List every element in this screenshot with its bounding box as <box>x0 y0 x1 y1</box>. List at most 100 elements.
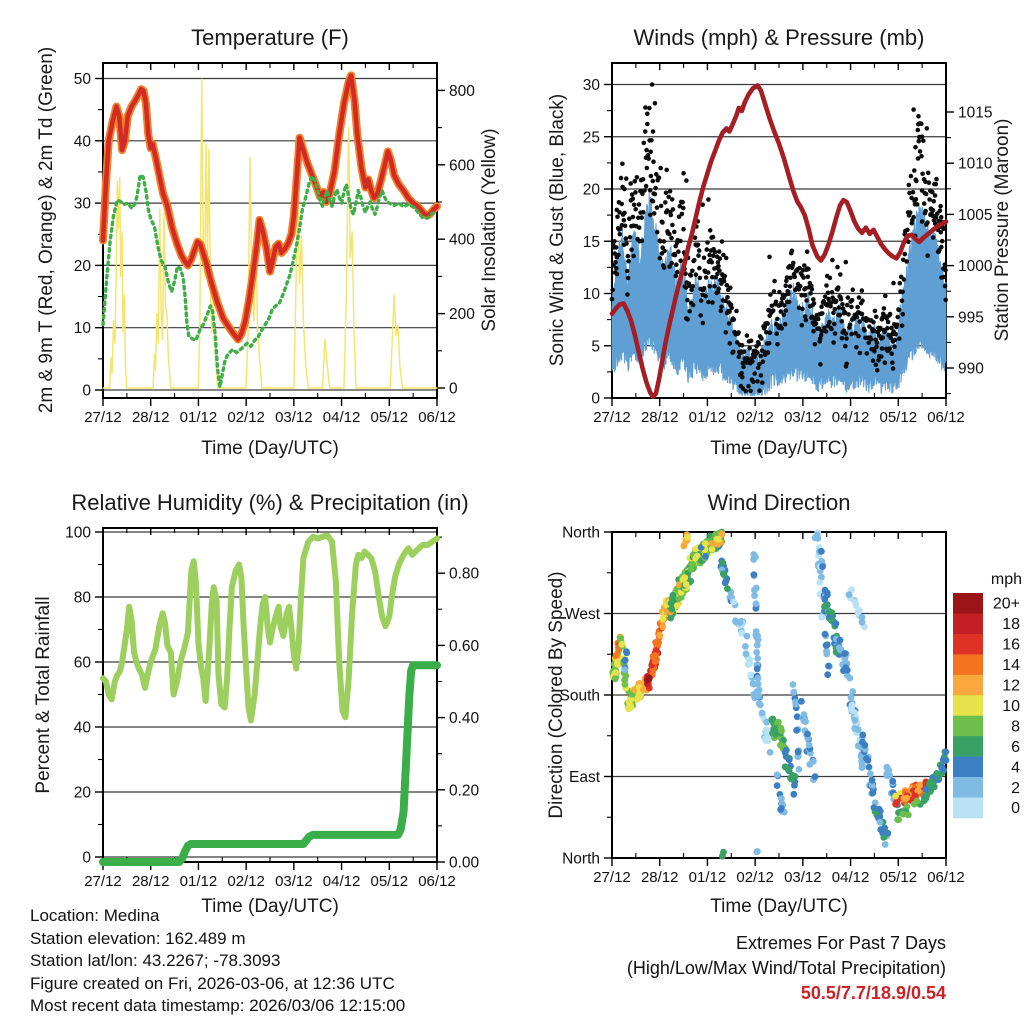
humidity-precip-axes: 27/12 28/12 01/12 02/12 03/12 04/12 05/12 06/12… <box>65 525 479 891</box>
svg-text:01/12: 01/12 <box>689 869 727 886</box>
footer-latlon: Station lat/lon: 43.2267; -78.3093 <box>30 951 281 970</box>
svg-text:0.40: 0.40 <box>449 710 480 727</box>
svg-text:800: 800 <box>449 83 475 100</box>
svg-text:05/12: 05/12 <box>880 869 918 886</box>
svg-text:200: 200 <box>449 306 475 323</box>
svg-text:80: 80 <box>74 590 92 607</box>
svg-text:14: 14 <box>1002 657 1020 674</box>
svg-text:05/12: 05/12 <box>880 409 918 426</box>
svg-text:01/12: 01/12 <box>689 409 727 426</box>
svg-text:03/12: 03/12 <box>784 869 822 886</box>
svg-text:40: 40 <box>74 720 92 737</box>
temp-2m-line <box>100 73 440 342</box>
svg-text:28/12: 28/12 <box>132 873 170 890</box>
svg-text:60: 60 <box>74 655 92 672</box>
svg-text:06/12: 06/12 <box>418 409 456 426</box>
svg-text:06/12: 06/12 <box>927 869 965 886</box>
pressure-line <box>609 83 949 399</box>
svg-text:600: 600 <box>449 157 475 174</box>
svg-text:28/12: 28/12 <box>641 869 679 886</box>
svg-text:06/12: 06/12 <box>418 873 456 890</box>
svg-text:04/12: 04/12 <box>832 409 870 426</box>
footer-location: Location: Medina <box>30 906 160 925</box>
svg-text:05/12: 05/12 <box>371 873 409 890</box>
wind-direction-dots <box>609 528 950 860</box>
svg-text:03/12: 03/12 <box>275 409 313 426</box>
svg-text:27/12: 27/12 <box>84 409 122 426</box>
y-axis-label-wind-left: Sonic Wind & Gust (Blue, Black) <box>547 93 568 367</box>
extremes-title: Extremes For Past 7 Days <box>735 933 946 953</box>
svg-text:05/12: 05/12 <box>371 409 409 426</box>
relative-humidity-line <box>100 532 440 724</box>
svg-text:40: 40 <box>74 133 92 150</box>
chart-title-wind-direction: Wind Direction <box>707 490 851 515</box>
speed-colorbar: 20+ 18 16 14 12 10 8 6 4 2 0 <box>953 593 1020 819</box>
svg-text:20+: 20+ <box>993 596 1020 613</box>
svg-text:4: 4 <box>1011 759 1020 776</box>
svg-text:27/12: 27/12 <box>593 869 631 886</box>
x-axis-label-temperature: Time (Day/UTC) <box>201 438 339 459</box>
svg-text:10: 10 <box>1002 698 1020 715</box>
svg-text:02/12: 02/12 <box>736 869 774 886</box>
svg-text:04/12: 04/12 <box>323 409 361 426</box>
svg-text:8: 8 <box>1011 718 1020 735</box>
svg-text:12: 12 <box>1002 678 1020 695</box>
svg-text:02/12: 02/12 <box>736 409 774 426</box>
x-axis-label-humidity: Time (Day/UTC) <box>201 896 339 917</box>
svg-text:27/12: 27/12 <box>84 873 122 890</box>
svg-text:20: 20 <box>74 785 92 802</box>
y-axis-label-direction-left: Direction (Colored By Speed) <box>546 571 567 819</box>
svg-text:0: 0 <box>1011 800 1020 817</box>
svg-text:25: 25 <box>583 129 600 146</box>
svg-text:28/12: 28/12 <box>641 409 679 426</box>
svg-text:400: 400 <box>449 232 475 249</box>
svg-text:1015: 1015 <box>958 105 992 122</box>
svg-text:06/12: 06/12 <box>927 409 965 426</box>
humidity-series <box>99 532 441 866</box>
footer-timestamp: Most recent data timestamp: 2026/03/06 1… <box>30 996 406 1015</box>
svg-text:01/12: 01/12 <box>180 873 218 890</box>
svg-text:0: 0 <box>82 383 91 400</box>
chart-title-winds-pressure: Winds (mph) & Pressure (mb) <box>633 25 925 50</box>
svg-text:02/12: 02/12 <box>227 409 265 426</box>
wind-series <box>609 82 949 399</box>
svg-text:0.60: 0.60 <box>449 638 480 655</box>
wind-direction-axes: 27/12 28/12 01/12 02/12 03/12 04/12 05/12 06/12… <box>559 524 964 886</box>
svg-text:28/12: 28/12 <box>132 409 170 426</box>
y-axis-label-humidity-left: Percent & Total Rainfall <box>33 596 54 794</box>
svg-text:West: West <box>565 606 601 623</box>
svg-text:0: 0 <box>449 381 458 398</box>
svg-text:North: North <box>562 851 600 868</box>
svg-text:2: 2 <box>1011 780 1020 797</box>
y-axis-label-temperature-left: 2m & 9m T (Red, Orange) & 2m Td (Green) <box>36 46 57 414</box>
svg-text:15: 15 <box>583 234 600 251</box>
footer-created: Figure created on Fri, 2026-03-06, at 12… <box>30 973 395 993</box>
svg-text:30: 30 <box>583 77 601 94</box>
extremes-values: 50.5/7.7/18.9/0.54 <box>800 983 946 1003</box>
station-footer: Location: Medina Station elevation: 162.… <box>30 905 405 1018</box>
svg-text:0: 0 <box>82 850 91 867</box>
svg-text:20: 20 <box>74 258 92 275</box>
temperature-series <box>99 71 441 389</box>
svg-text:16: 16 <box>1002 637 1020 654</box>
svg-text:18: 18 <box>1002 616 1020 633</box>
temp-9m-line <box>99 71 441 344</box>
y-axis-label-solar-right: Solar Insolation (Yellow) <box>479 128 500 332</box>
x-axis-label-direction: Time (Day/UTC) <box>710 896 848 917</box>
svg-text:10: 10 <box>583 286 601 303</box>
svg-text:50: 50 <box>74 71 92 88</box>
chart-title-humidity-precip: Relative Humidity (%) & Precipitation (i… <box>71 490 469 515</box>
winds-pressure-axes: 27/12 28/12 01/12 02/12 03/12 04/12 05/12 06/12… <box>583 62 993 426</box>
svg-text:1010: 1010 <box>958 156 993 173</box>
solar-insolation-line <box>102 78 438 389</box>
svg-text:04/12: 04/12 <box>832 869 870 886</box>
svg-text:27/12: 27/12 <box>593 409 631 426</box>
total-rainfall-line <box>99 661 441 866</box>
colorbar-unit-label: mph <box>990 571 1022 588</box>
extremes-subtitle: (High/Low/Max Wind/Total Precipitation) <box>626 958 946 978</box>
svg-text:1000: 1000 <box>958 258 993 275</box>
x-axis-label-winds: Time (Day/UTC) <box>710 438 848 459</box>
svg-text:03/12: 03/12 <box>275 873 313 890</box>
